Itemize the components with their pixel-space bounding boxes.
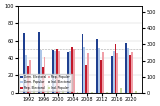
Bar <box>40 50 42 93</box>
Bar <box>69 51 71 93</box>
Bar <box>115 44 116 93</box>
Bar <box>47 85 49 93</box>
Bar <box>84 47 85 93</box>
Bar <box>67 52 69 93</box>
Bar <box>100 60 102 93</box>
Bar <box>25 55 27 93</box>
Bar <box>131 52 133 93</box>
Bar <box>23 33 25 93</box>
Bar <box>56 49 58 93</box>
Bar <box>58 51 60 93</box>
Bar <box>91 92 93 93</box>
Bar <box>54 51 56 93</box>
Bar <box>106 92 108 93</box>
Bar <box>76 92 78 93</box>
Bar <box>71 47 73 93</box>
Bar <box>27 66 29 93</box>
Bar <box>52 50 54 93</box>
Bar <box>98 48 100 93</box>
Bar <box>127 48 129 93</box>
Bar <box>111 56 113 93</box>
Bar <box>102 52 104 93</box>
Bar <box>42 67 44 93</box>
Bar <box>96 39 98 93</box>
Bar <box>29 60 31 93</box>
Bar <box>116 53 118 93</box>
Bar <box>113 51 115 93</box>
Bar <box>73 49 75 93</box>
Legend: Dem. Electoral, Dem. Popular, Rep. Electoral, Rep. Popular, Ind. Electoral, Ind.: Dem. Electoral, Dem. Popular, Rep. Elect… <box>19 74 72 91</box>
Bar <box>129 55 131 93</box>
Bar <box>120 88 122 93</box>
Bar <box>44 57 45 93</box>
Bar <box>33 76 35 93</box>
Bar <box>82 34 84 93</box>
Bar <box>135 91 137 93</box>
Bar <box>62 90 64 93</box>
Bar <box>38 32 40 93</box>
Bar <box>87 53 89 93</box>
Bar <box>125 43 127 93</box>
Bar <box>85 65 87 93</box>
